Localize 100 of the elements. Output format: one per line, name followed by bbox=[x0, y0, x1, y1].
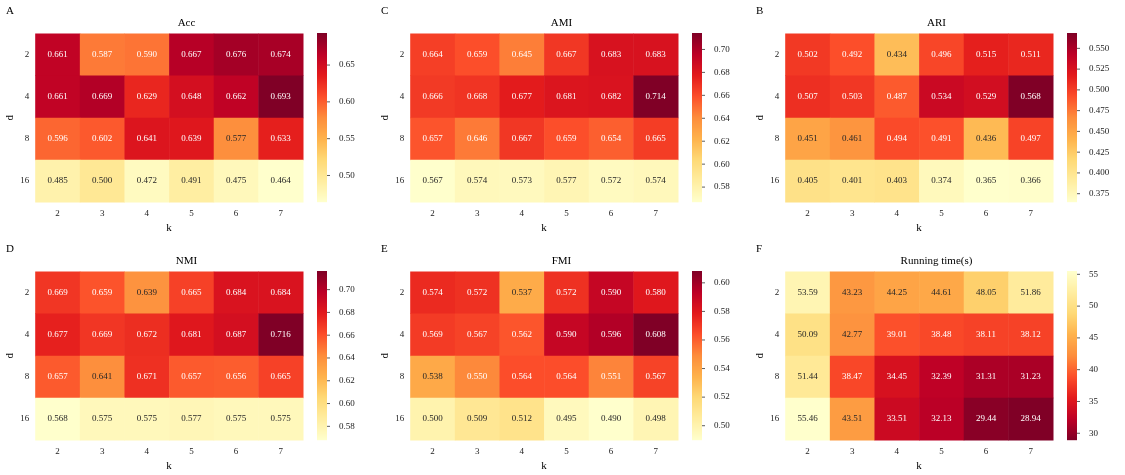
x-tick-label: 4 bbox=[894, 445, 900, 456]
x-axis-title: k bbox=[166, 221, 173, 234]
y-tick-label: 8 bbox=[24, 370, 30, 381]
data-label: 0.684 bbox=[225, 286, 247, 297]
data-label: 0.507 bbox=[797, 90, 819, 101]
x-tick-label: 4 bbox=[519, 445, 525, 456]
x-axis-title: k bbox=[916, 221, 923, 234]
color-bar-label: 0.550 bbox=[1089, 42, 1110, 53]
data-label: 0.668 bbox=[467, 90, 488, 101]
color-bar-label: 0.425 bbox=[1089, 146, 1110, 157]
data-label: 0.492 bbox=[842, 48, 863, 59]
y-tick-label: 8 bbox=[399, 370, 405, 381]
y-axis-title: d bbox=[3, 114, 16, 121]
data-label: 0.511 bbox=[1020, 48, 1041, 59]
y-tick-label: 4 bbox=[399, 90, 405, 101]
color-bar-label: 0.70 bbox=[339, 283, 356, 294]
data-label: 0.661 bbox=[47, 90, 68, 101]
color-bar-label: 0.58 bbox=[339, 420, 356, 431]
y-axis-title: d bbox=[753, 114, 766, 121]
data-label: 0.495 bbox=[556, 412, 578, 423]
data-label: 0.405 bbox=[797, 175, 819, 186]
x-axis-title: k bbox=[541, 458, 548, 471]
data-label: 0.665 bbox=[181, 286, 203, 297]
x-tick-label: 3 bbox=[99, 207, 105, 218]
x-axis-title: k bbox=[916, 458, 923, 471]
color-bar-label: 0.58 bbox=[714, 305, 731, 316]
data-label: 0.665 bbox=[270, 370, 292, 381]
data-label: 0.572 bbox=[600, 175, 622, 186]
data-label: 0.646 bbox=[467, 133, 488, 144]
data-label: 39.01 bbox=[886, 328, 907, 339]
color-bar-label: 0.60 bbox=[339, 96, 356, 107]
data-label: 0.629 bbox=[136, 90, 158, 101]
data-label: 0.693 bbox=[270, 90, 292, 101]
text: E bbox=[381, 241, 388, 254]
x-tick-label: 4 bbox=[894, 207, 900, 218]
color-bar-label: 0.50 bbox=[339, 169, 356, 180]
y-axis-title: d bbox=[378, 114, 391, 121]
data-label: 0.500 bbox=[422, 412, 444, 423]
x-tick-label: 6 bbox=[983, 445, 989, 456]
data-label: 0.436 bbox=[975, 133, 997, 144]
x-tick-label: 7 bbox=[653, 207, 659, 218]
data-label: 0.716 bbox=[270, 328, 292, 339]
data-label: 0.671 bbox=[136, 370, 157, 381]
data-label: 0.659 bbox=[92, 286, 113, 297]
data-label: 0.639 bbox=[181, 133, 203, 144]
data-label: 0.645 bbox=[511, 48, 533, 59]
x-tick-label: 5 bbox=[939, 445, 945, 456]
data-label: 0.602 bbox=[92, 133, 113, 144]
y-tick-label: 16 bbox=[395, 175, 405, 186]
data-label: 0.669 bbox=[47, 286, 69, 297]
color-bar-label: 0.62 bbox=[714, 135, 730, 146]
data-label: 0.498 bbox=[645, 412, 667, 423]
y-tick-label: 8 bbox=[774, 133, 780, 144]
y-tick-label: 2 bbox=[24, 286, 30, 297]
data-label: 0.667 bbox=[556, 48, 578, 59]
data-label: 28.94 bbox=[1020, 412, 1042, 423]
data-label: 0.403 bbox=[886, 175, 908, 186]
chart-title: ARI bbox=[927, 15, 947, 28]
data-label: 0.515 bbox=[975, 48, 997, 59]
data-label: 0.538 bbox=[422, 370, 444, 381]
data-label: 43.23 bbox=[842, 286, 863, 297]
color-bar-label: 0.400 bbox=[1089, 167, 1110, 178]
color-bar-label: 0.62 bbox=[339, 374, 355, 385]
color-bar-label: 35 bbox=[1089, 395, 1099, 406]
data-label: 0.577 bbox=[556, 175, 578, 186]
color-bar-label: 0.65 bbox=[339, 59, 356, 70]
data-label: 0.656 bbox=[225, 370, 247, 381]
y-tick-label: 4 bbox=[24, 328, 30, 339]
x-tick-label: 2 bbox=[805, 207, 810, 218]
chart-title: Running time(s) bbox=[900, 253, 973, 267]
data-label: 0.574 bbox=[467, 175, 488, 186]
x-tick-label: 3 bbox=[474, 207, 480, 218]
color-bar-label: 0.52 bbox=[714, 390, 730, 401]
data-label: 0.681 bbox=[181, 328, 202, 339]
data-label: 0.683 bbox=[600, 48, 622, 59]
data-label: 0.434 bbox=[886, 48, 908, 59]
data-label: 0.500 bbox=[92, 175, 113, 186]
data-label: 0.714 bbox=[645, 90, 667, 101]
data-label: 0.572 bbox=[467, 286, 488, 297]
y-tick-label: 2 bbox=[774, 286, 780, 297]
data-label: 0.577 bbox=[181, 412, 203, 423]
data-label: 0.497 bbox=[1020, 133, 1042, 144]
data-label: 0.569 bbox=[422, 328, 444, 339]
y-tick-label: 2 bbox=[399, 48, 405, 59]
color-bar-label: 0.375 bbox=[1089, 188, 1110, 199]
x-tick-label: 2 bbox=[805, 445, 810, 456]
data-label: 0.461 bbox=[842, 133, 863, 144]
data-label: 0.669 bbox=[92, 328, 113, 339]
data-label: 0.667 bbox=[511, 133, 533, 144]
data-label: 0.677 bbox=[511, 90, 533, 101]
x-tick-label: 7 bbox=[653, 445, 659, 456]
data-label: 0.590 bbox=[600, 286, 622, 297]
text: D bbox=[6, 241, 14, 254]
data-label: 38.48 bbox=[931, 328, 953, 339]
data-label: 0.590 bbox=[556, 328, 578, 339]
y-tick-label: 2 bbox=[24, 48, 30, 59]
data-label: 0.494 bbox=[886, 133, 908, 144]
data-label: 0.502 bbox=[797, 48, 818, 59]
y-tick-label: 16 bbox=[20, 175, 30, 186]
data-label: 0.687 bbox=[225, 328, 247, 339]
